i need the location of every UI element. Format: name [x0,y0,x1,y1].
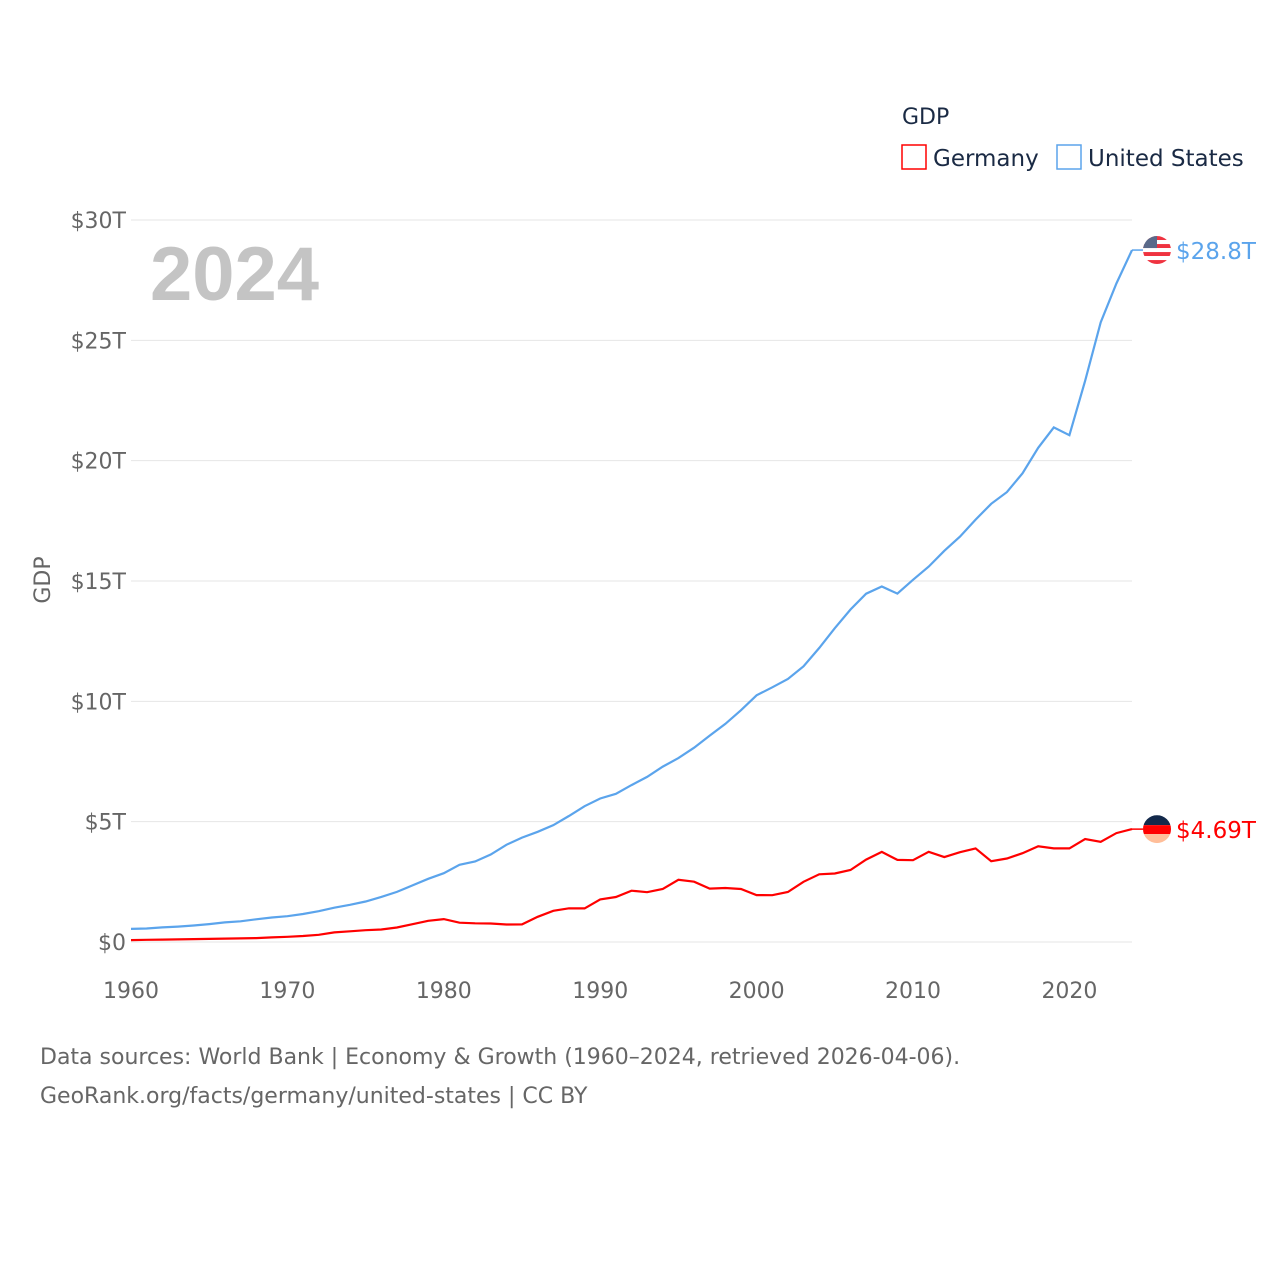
end-value-label: $4.69T [1176,818,1257,844]
y-tick-label: $25T [71,329,127,354]
x-tick-label: 1980 [416,979,472,1004]
end-value-label: $28.8T [1176,239,1257,265]
footer-attribution: GeoRank.org/facts/germany/united-states … [40,1084,588,1109]
x-tick-label: 2000 [729,979,785,1004]
y-tick-label: $0 [98,931,126,956]
us-flag-icon [1143,236,1171,265]
legend-swatch [1056,144,1082,170]
legend-swatch [901,144,927,170]
year-label: 2024 [150,232,319,317]
y-tick-label: $15T [71,570,127,595]
x-tick-label: 1990 [572,979,628,1004]
x-tick-label: 2020 [1041,979,1097,1004]
y-axis-label: GDP [31,556,56,603]
x-tick-label: 2010 [885,979,941,1004]
x-tick-label: 1970 [259,979,315,1004]
germany-flag-icon [1143,815,1171,844]
legend-item-germany: Germany [933,146,1039,172]
y-tick-label: $30T [71,209,127,234]
y-tick-label: $20T [71,450,127,475]
y-tick-label: $5T [85,811,127,836]
legend-item-united-states: United States [1088,146,1244,172]
x-tick-label: 1960 [103,979,159,1004]
series-line-germany [130,828,1133,942]
legend-title: GDP [902,105,949,130]
footer-sources: Data sources: World Bank | Economy & Gro… [40,1045,961,1070]
y-tick-label: $10T [71,690,127,715]
series-line-united-states [130,249,1133,930]
